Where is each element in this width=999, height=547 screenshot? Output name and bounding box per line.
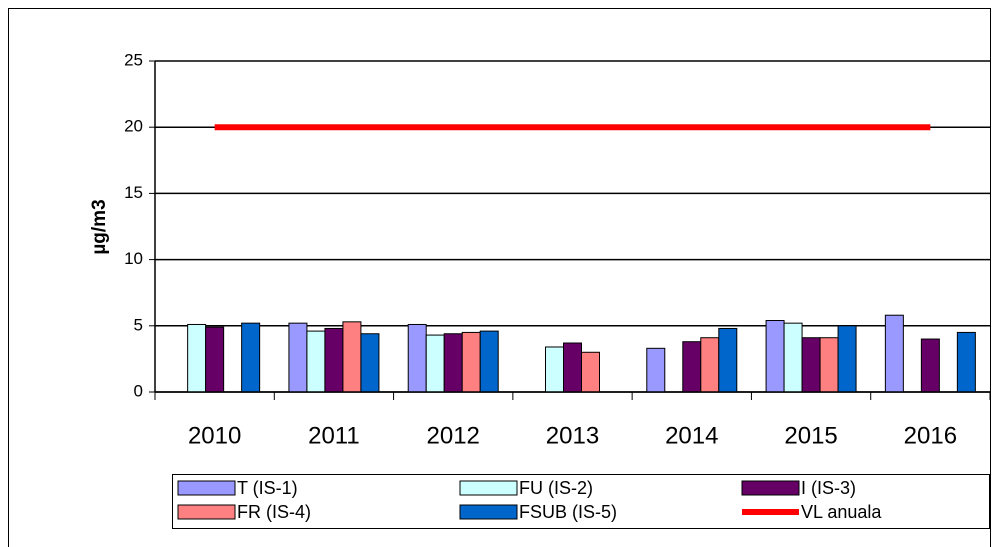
bar bbox=[306, 330, 326, 393]
bar bbox=[646, 347, 666, 393]
y-tick-label: 0 bbox=[134, 381, 143, 400]
x-tick-label: 2015 bbox=[784, 422, 837, 449]
y-tick-label: 15 bbox=[124, 183, 143, 202]
bar bbox=[407, 323, 427, 393]
bar bbox=[545, 346, 564, 393]
y-tick-label: 5 bbox=[134, 315, 143, 334]
bar bbox=[205, 326, 225, 393]
bar bbox=[563, 342, 582, 393]
bar bbox=[241, 322, 261, 393]
x-tick-label: 2011 bbox=[308, 422, 360, 449]
y-tick-label: 25 bbox=[124, 50, 143, 69]
bar bbox=[783, 322, 803, 393]
legend-swatch bbox=[741, 480, 800, 496]
chart-frame bbox=[8, 8, 991, 547]
bar bbox=[342, 321, 362, 393]
y-axis-label: µg/m3 bbox=[89, 199, 110, 254]
legend-swatch bbox=[177, 504, 236, 520]
legend-label: VL anuala bbox=[801, 502, 882, 522]
bar bbox=[884, 314, 904, 393]
bar bbox=[801, 337, 821, 393]
bar bbox=[443, 333, 463, 393]
bar bbox=[360, 333, 380, 393]
bar bbox=[288, 322, 308, 393]
bar bbox=[718, 327, 738, 393]
x-tick-label: 2012 bbox=[427, 422, 480, 449]
legend-label: FSUB (IS-5) bbox=[519, 502, 617, 522]
legend-swatch bbox=[742, 509, 799, 515]
bar bbox=[187, 323, 207, 393]
x-tick-label: 2014 bbox=[665, 422, 718, 449]
y-tick-label: 10 bbox=[124, 249, 143, 268]
bar bbox=[956, 331, 976, 393]
x-tick-label: 2013 bbox=[546, 422, 599, 449]
legend-box bbox=[172, 474, 990, 529]
legend-swatch bbox=[459, 504, 518, 520]
bar bbox=[700, 337, 720, 393]
legend-swatch bbox=[459, 480, 518, 496]
bar bbox=[682, 341, 702, 393]
bar bbox=[479, 330, 499, 393]
legend-swatch bbox=[177, 480, 236, 496]
bar bbox=[461, 331, 481, 393]
bar bbox=[837, 325, 857, 393]
legend-label: T (IS-1) bbox=[237, 478, 298, 498]
bar bbox=[324, 327, 344, 393]
y-tick-label: 20 bbox=[124, 117, 143, 136]
legend-label: FR (IS-4) bbox=[237, 502, 311, 522]
bar bbox=[581, 351, 600, 393]
legend-label: FU (IS-2) bbox=[519, 478, 593, 498]
bar bbox=[765, 320, 785, 393]
x-tick-label: 2010 bbox=[188, 422, 241, 449]
bar bbox=[920, 338, 940, 393]
bar bbox=[819, 337, 839, 393]
x-tick-label: 2016 bbox=[904, 422, 957, 449]
legend-label: I (IS-3) bbox=[801, 478, 856, 498]
bar bbox=[425, 334, 445, 393]
